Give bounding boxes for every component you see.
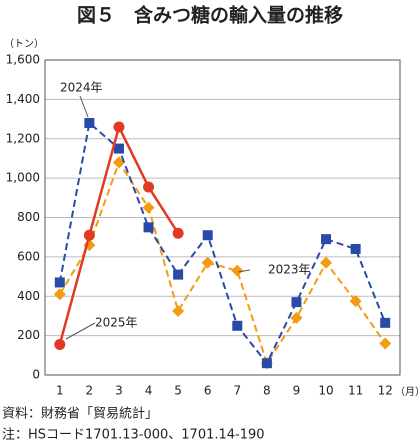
marker: [83, 229, 95, 241]
series-label: 2023年: [268, 263, 311, 277]
plot-frame: [44, 59, 401, 376]
chart-title: 図５ 含みつ糖の輸入量の推移: [77, 4, 343, 27]
footnote: 注：HSコード1701.13-000、1701.14-190: [2, 428, 265, 443]
x-tick-label: 8: [263, 384, 271, 398]
x-tick-label: 9: [293, 384, 301, 398]
x-tick-label: 4: [145, 384, 153, 398]
marker: [84, 118, 95, 128]
marker: [143, 222, 154, 233]
marker: [350, 244, 361, 254]
marker: [321, 234, 332, 245]
y-unit: （トン）: [4, 38, 44, 50]
leader-line: [65, 322, 96, 340]
series-line: [58, 160, 387, 366]
marker: [142, 201, 155, 214]
x-tick-label: 7: [233, 384, 241, 398]
leader-line: [79, 95, 89, 118]
series-label: 2024年: [60, 81, 103, 95]
marker: [173, 269, 184, 280]
marker: [290, 311, 303, 324]
marker: [113, 121, 125, 133]
marker: [172, 305, 185, 318]
y-tick-label: 800: [17, 210, 40, 224]
x-tick-label: 3: [115, 384, 123, 398]
x-tick-label: 11: [348, 384, 363, 398]
marker: [202, 230, 213, 241]
y-tick-label: 400: [17, 289, 40, 303]
x-tick-label: 1: [56, 384, 64, 398]
marker: [379, 337, 392, 350]
marker: [320, 256, 333, 269]
marker: [113, 143, 124, 154]
x-tick-label: 2: [86, 384, 94, 398]
marker: [231, 264, 244, 277]
marker: [349, 295, 362, 308]
marker: [380, 317, 391, 328]
marker: [201, 256, 214, 269]
x-tick-label: 10: [318, 384, 333, 398]
y-tick-label: 200: [17, 328, 40, 342]
marker: [53, 288, 66, 301]
leader-line: [237, 269, 251, 273]
y-tick-label: 1,200: [6, 131, 40, 145]
marker: [54, 277, 65, 288]
marker: [261, 358, 272, 369]
marker: [172, 227, 184, 239]
marker: [143, 181, 155, 193]
x-unit: （月）: [395, 386, 420, 398]
y-tick-label: 1,400: [6, 92, 40, 106]
y-tick-label: 600: [17, 249, 40, 263]
source-note: 資料：財務省「貿易統計」: [2, 406, 158, 422]
marker: [291, 297, 302, 308]
marker: [232, 320, 243, 331]
x-tick-label: 5: [174, 384, 182, 398]
y-tick-label: 1,000: [6, 171, 40, 185]
x-tick-label: 12: [378, 384, 393, 398]
y-tick-label: 0: [32, 368, 40, 382]
series-label: 2025年: [95, 316, 138, 330]
marker: [54, 338, 66, 350]
x-tick-label: 6: [204, 384, 212, 398]
y-tick-label: 1,600: [6, 53, 40, 67]
